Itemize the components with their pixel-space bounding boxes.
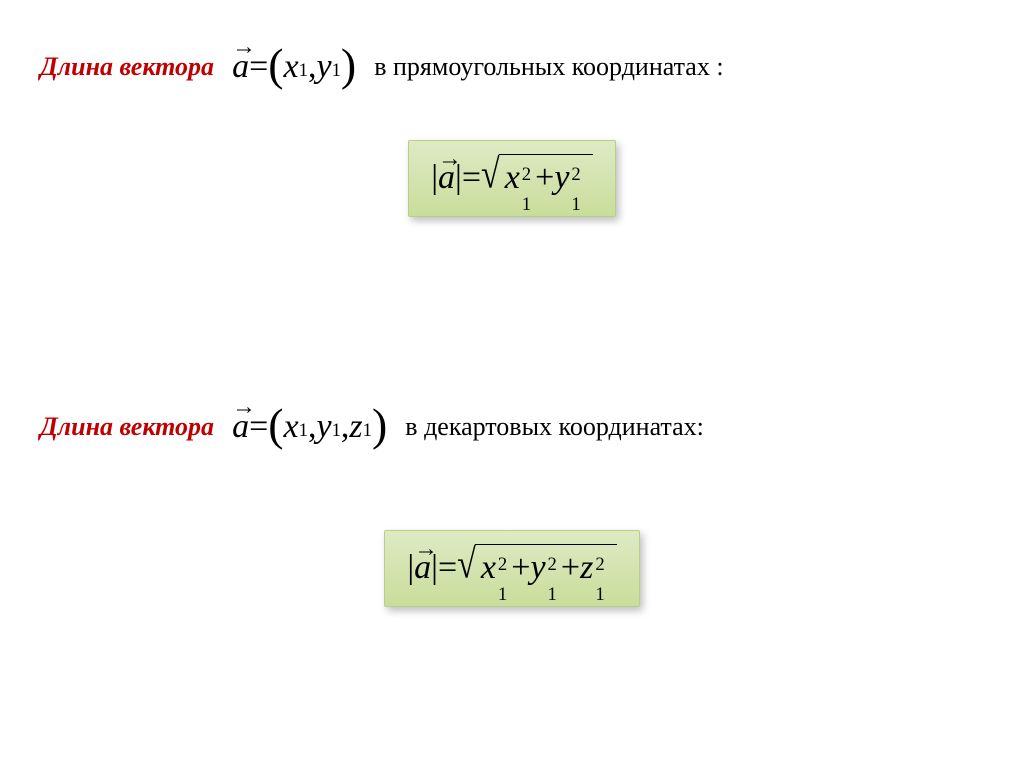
section1-label-right: в прямоугольных координатах : (374, 52, 723, 82)
section1-line: Длина вектора → a = ( x1 , y1 ) в прямоу… (40, 40, 724, 93)
section2-formula: | → a | = √ x 21 + y 21 + z 21 (407, 541, 616, 596)
section2-line: Длина вектора → a = ( x1 , y1 , z1 ) в д… (40, 400, 704, 453)
section2-formula-wrap: | → a | = √ x 21 + y 21 + z 21 (0, 530, 1024, 607)
formula1-vector-a: → a (438, 159, 455, 197)
section1-inline-math: → a = ( x1 , y1 ) (232, 40, 356, 93)
section2-label-left: Длина вектора (40, 412, 214, 442)
formula2-vector-a: → a (414, 549, 431, 587)
section1-label-left: Длина вектора (40, 52, 214, 82)
sqrt-body-3d: x 21 + y 21 + z 21 (475, 544, 617, 599)
sqrt-body-2d: x 21 + y 21 (499, 154, 593, 209)
section1-formula-wrap: | → a | = √ x 21 + y 21 (0, 140, 1024, 217)
vector-a-2d: → a (232, 48, 249, 86)
section2-formula-box: | → a | = √ x 21 + y 21 + z 21 (384, 530, 639, 607)
section2-inline-math: → a = ( x1 , y1 , z1 ) (232, 400, 387, 453)
sqrt-icon: √ x 21 + y 21 + z 21 (457, 541, 617, 596)
vector-a-3d: → a (232, 408, 249, 446)
section1-formula: | → a | = √ x 21 + y 21 (431, 151, 593, 206)
section2-label-right: в декартовых координатах: (405, 412, 704, 442)
sqrt-icon: √ x 21 + y 21 (481, 151, 593, 206)
section1-formula-box: | → a | = √ x 21 + y 21 (408, 140, 616, 217)
